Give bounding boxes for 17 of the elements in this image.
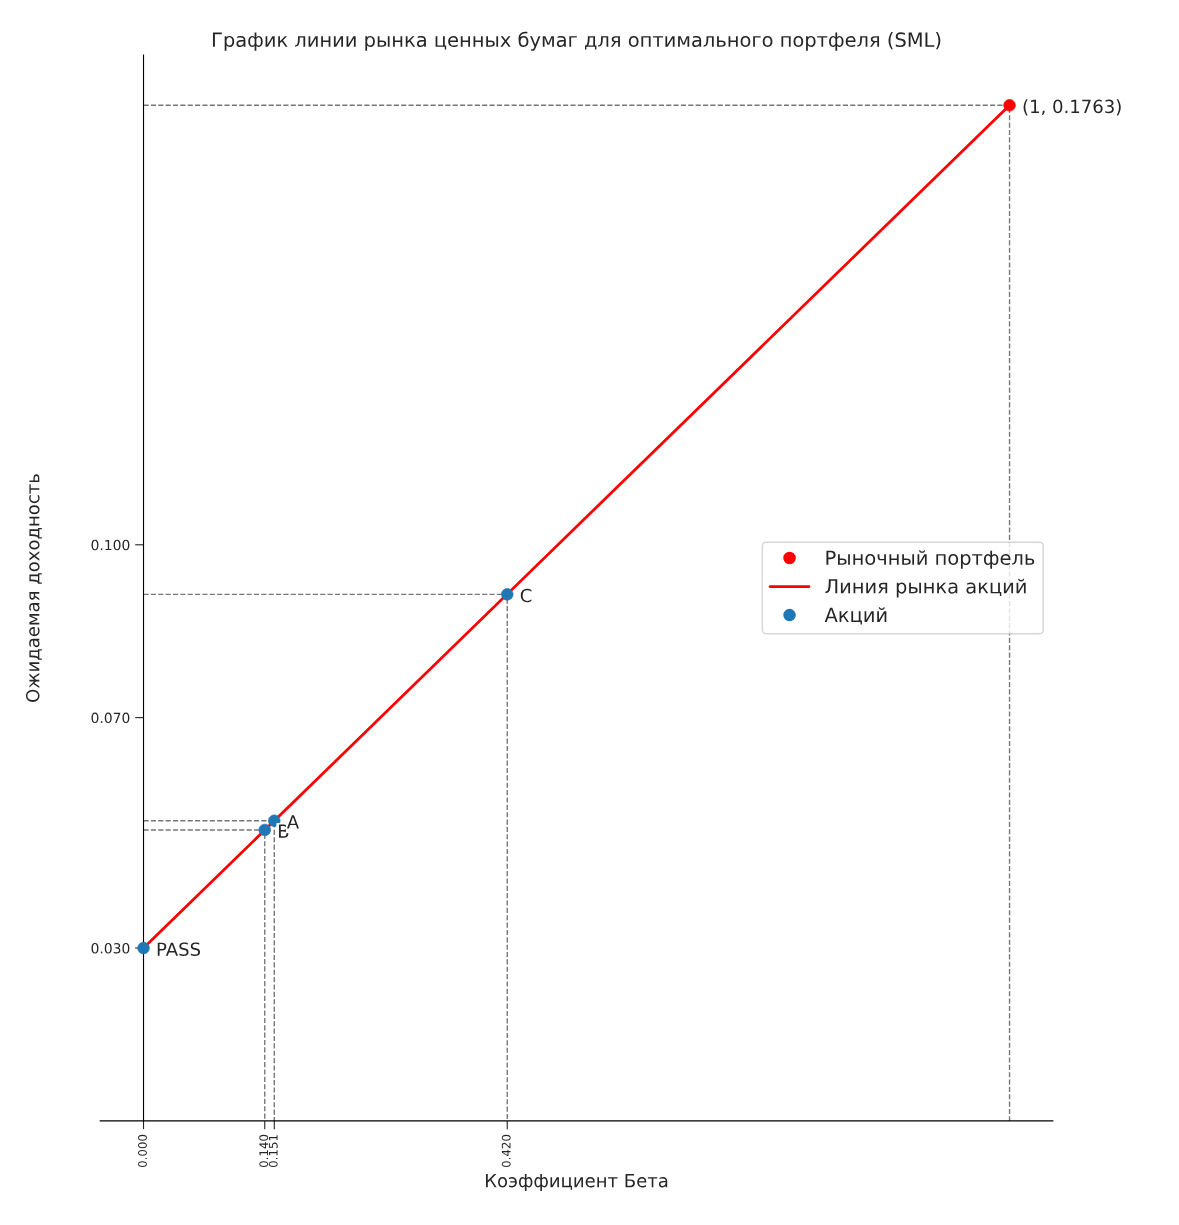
legend-label: Рыночный портфель bbox=[826, 550, 1035, 569]
x-axis-title: Коэффициент Бета bbox=[485, 1173, 668, 1191]
annotation: (1, 0.1763) bbox=[1023, 99, 1121, 116]
x-tick-label: 0.140 bbox=[259, 1134, 269, 1168]
y-tick-label: 0.100 bbox=[91, 539, 130, 551]
x-tick-label: 0.151 bbox=[268, 1135, 278, 1168]
legend-label: Линия рынка акций bbox=[825, 578, 1026, 598]
x-tick-label: 0.000 bbox=[138, 1134, 147, 1168]
annotation: A bbox=[286, 815, 299, 829]
y-tick-label: 0.030 bbox=[91, 943, 130, 954]
x-tick-label: 0.420 bbox=[501, 1134, 511, 1168]
annotation: C bbox=[520, 588, 532, 603]
y-tick-label: 0.070 bbox=[91, 712, 130, 724]
chart-title: График линии рынка ценных бумаг для оптимального портфеля (SML) bbox=[212, 31, 941, 51]
annotation: PASS bbox=[157, 942, 201, 957]
y-axis-title: Ожидаемая доходность bbox=[25, 474, 42, 702]
legend-label: Акций bbox=[824, 607, 887, 625]
